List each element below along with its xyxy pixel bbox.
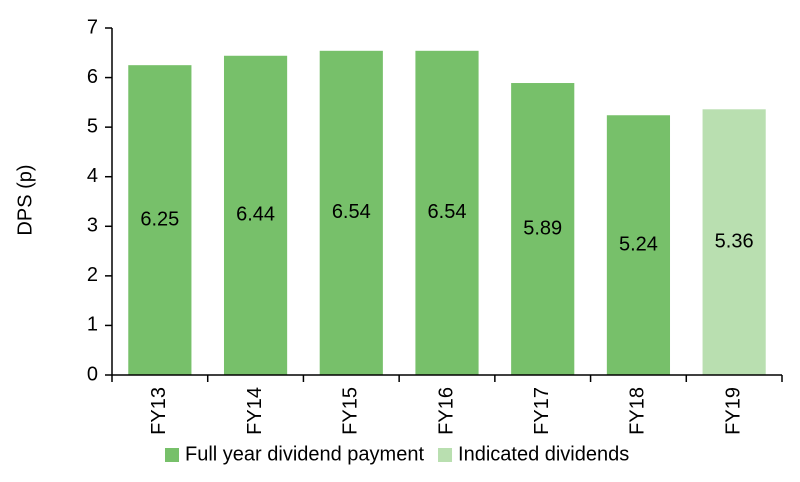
bar: [319, 50, 383, 375]
legend-label: Full year dividend payment: [185, 443, 424, 465]
data-label: 5.89: [523, 217, 562, 239]
y-tick-label: 1: [87, 314, 98, 336]
bar: [128, 65, 192, 375]
x-tick-label: FY19: [722, 387, 744, 435]
x-tick-label: FY17: [531, 387, 553, 435]
x-tick-label: FY13: [148, 387, 170, 435]
y-tick-label: 5: [87, 115, 98, 137]
y-tick-label: 6: [87, 66, 98, 88]
y-tick-label: 4: [87, 165, 98, 187]
y-tick-label: 2: [87, 264, 98, 286]
y-tick-label: 0: [87, 363, 98, 385]
x-tick-label: FY18: [627, 387, 649, 435]
data-label: 6.44: [236, 204, 275, 226]
bar: [511, 83, 575, 375]
data-label: 5.24: [619, 233, 658, 255]
x-tick-label: FY15: [340, 387, 362, 435]
x-tick-label: FY14: [244, 387, 266, 435]
bar: [606, 115, 671, 375]
bar: [223, 55, 288, 375]
y-axis-label: DPS (p): [14, 164, 36, 235]
y-tick-label: 3: [87, 215, 98, 237]
x-tick-label: FY16: [435, 387, 457, 435]
bar: [702, 109, 766, 375]
bar: [415, 50, 479, 375]
data-label: 6.54: [428, 201, 467, 223]
legend-swatch: [438, 448, 453, 462]
data-label: 6.25: [140, 208, 179, 230]
y-tick-label: 7: [87, 16, 98, 38]
data-label: 5.36: [715, 230, 754, 252]
legend-label: Indicated dividends: [458, 443, 629, 465]
data-label: 6.54: [332, 201, 371, 223]
legend-swatch: [165, 448, 179, 462]
